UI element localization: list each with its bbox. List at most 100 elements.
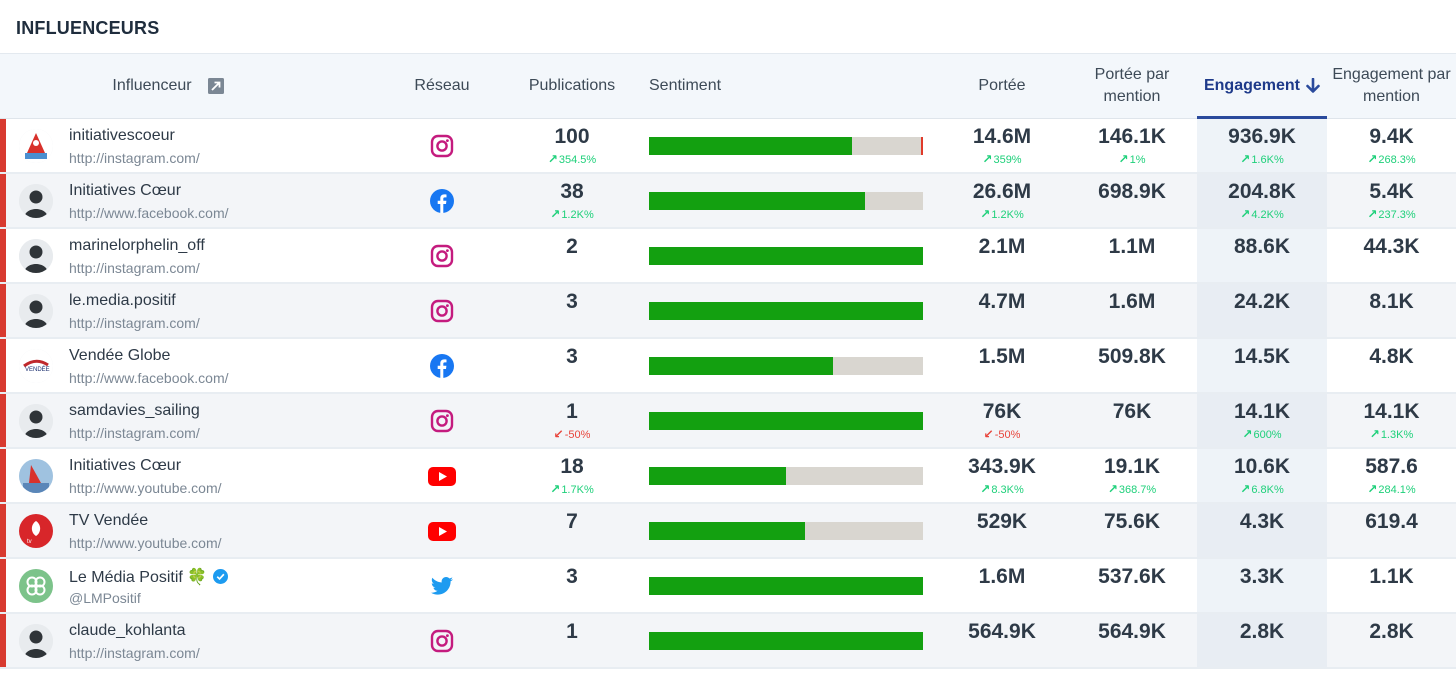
table-row[interactable]: Initiatives Cœur http://www.youtube.com/1… bbox=[0, 449, 1456, 504]
influencer-name-text: Initiatives Cœur bbox=[69, 182, 182, 199]
col-header-publications[interactable]: Publications bbox=[528, 77, 616, 94]
instagram-icon[interactable] bbox=[430, 244, 454, 268]
delta-text: 1.2K% bbox=[991, 209, 1024, 221]
influencer-name[interactable]: TV Vendée bbox=[69, 512, 148, 530]
engagement-column-highlight bbox=[1197, 284, 1327, 337]
publications-value: 3 bbox=[566, 345, 578, 368]
influencer-name[interactable]: Initiatives Cœur bbox=[69, 457, 181, 475]
publications-value: 7 bbox=[566, 510, 578, 533]
avatar[interactable] bbox=[19, 129, 53, 163]
reach-value: 76K bbox=[982, 400, 1022, 423]
table-row[interactable]: claude_kohlanta http://instagram.com/1 564… bbox=[0, 614, 1456, 669]
col-header-engagement-per-mention[interactable]: Engagement par mention bbox=[1327, 54, 1456, 118]
engagement-value: 3.3K bbox=[1239, 565, 1285, 588]
sentiment-positive-fill bbox=[649, 357, 833, 375]
sentiment-bar[interactable] bbox=[649, 357, 923, 375]
delta-text: 359% bbox=[993, 154, 1022, 166]
table-row[interactable]: Initiatives Cœur http://www.facebook.com/… bbox=[0, 174, 1456, 229]
avatar[interactable] bbox=[19, 459, 53, 493]
influencer-url[interactable]: http://instagram.com/ bbox=[69, 150, 200, 166]
sentiment-bar[interactable] bbox=[649, 302, 923, 320]
trend-up-arrow-icon: ↗ bbox=[1240, 152, 1251, 166]
table-row[interactable]: le.media.positif http://instagram.com/3 4.… bbox=[0, 284, 1456, 339]
influencer-name[interactable]: le.media.positif bbox=[69, 292, 176, 310]
sentiment-bar[interactable] bbox=[649, 577, 923, 595]
reach-per-mention-value: 698.9K bbox=[1098, 180, 1166, 203]
influencer-name[interactable]: Initiatives Cœur bbox=[69, 182, 181, 200]
sentiment-bar[interactable] bbox=[649, 137, 923, 155]
instagram-icon[interactable] bbox=[430, 299, 454, 323]
avatar[interactable] bbox=[19, 624, 53, 658]
table-row[interactable]: tv TV Vendée http://www.youtube.com/7 529K 7… bbox=[0, 504, 1456, 559]
twitter-icon[interactable] bbox=[430, 574, 454, 598]
engagement-delta: ↗6.8K% bbox=[1197, 482, 1327, 496]
avatar[interactable] bbox=[19, 294, 53, 328]
instagram-icon[interactable] bbox=[430, 134, 454, 158]
influencer-url[interactable]: http://instagram.com/ bbox=[69, 425, 200, 441]
influencer-url[interactable]: http://instagram.com/ bbox=[69, 315, 200, 331]
trend-up-arrow-icon: ↗ bbox=[1367, 482, 1378, 496]
avatar[interactable] bbox=[19, 184, 53, 218]
avatar[interactable] bbox=[19, 404, 53, 438]
publications-value: 1 bbox=[566, 620, 578, 643]
sentiment-bar[interactable] bbox=[649, 467, 923, 485]
col-header-engagement[interactable]: Engagement bbox=[1197, 54, 1327, 119]
row-marker bbox=[0, 394, 6, 447]
influencer-name-text: samdavies_sailing bbox=[69, 402, 200, 419]
table-row[interactable]: marinelorphelin_off http://instagram.com/… bbox=[0, 229, 1456, 284]
table-row[interactable]: VENDÉE Vendée Globe http://www.facebook.co… bbox=[0, 339, 1456, 394]
table-row[interactable]: initiativescoeur http://instagram.com/100… bbox=[0, 119, 1456, 174]
avatar[interactable]: VENDÉE bbox=[19, 349, 53, 383]
influencer-url[interactable]: http://www.facebook.com/ bbox=[69, 370, 229, 386]
reach-per-mention-value: 1.6M bbox=[1108, 290, 1156, 313]
external-link-icon[interactable] bbox=[207, 78, 224, 94]
influencer-name-text: claude_kohlanta bbox=[69, 622, 186, 639]
reach-per-mention-value: 146.1K bbox=[1098, 125, 1166, 148]
sentiment-bar[interactable] bbox=[649, 247, 923, 265]
facebook-icon[interactable] bbox=[430, 354, 454, 378]
sentiment-bar[interactable] bbox=[649, 632, 923, 650]
avatar[interactable] bbox=[19, 569, 53, 603]
col-header-reach-per-mention[interactable]: Portée par mention bbox=[1067, 54, 1197, 118]
influencer-url[interactable]: http://instagram.com/ bbox=[69, 260, 200, 276]
facebook-icon[interactable] bbox=[430, 189, 454, 213]
youtube-icon[interactable] bbox=[428, 464, 456, 488]
delta-text: 4.2K% bbox=[1251, 209, 1284, 221]
influencer-name[interactable]: marinelorphelin_off bbox=[69, 237, 205, 255]
engagement-per-mention-value: 44.3K bbox=[1363, 235, 1420, 258]
influencer-name[interactable]: initiativescoeur bbox=[69, 127, 175, 145]
sentiment-bar[interactable] bbox=[649, 522, 923, 540]
engagement-value: 14.1K bbox=[1233, 400, 1291, 423]
col-header-reach-per-mention-line1: Portée par bbox=[1094, 66, 1170, 83]
col-header-sentiment[interactable]: Sentiment bbox=[649, 77, 722, 94]
trend-up-arrow-icon: ↗ bbox=[550, 482, 561, 496]
instagram-icon[interactable] bbox=[430, 409, 454, 433]
publications-value: 3 bbox=[566, 290, 578, 313]
sentiment-bar[interactable] bbox=[649, 412, 923, 430]
col-header-network[interactable]: Réseau bbox=[414, 77, 470, 94]
reach-per-mention-delta: ↗1% bbox=[1067, 152, 1197, 166]
influencer-name[interactable]: Vendée Globe bbox=[69, 347, 170, 365]
influencer-url[interactable]: http://www.youtube.com/ bbox=[69, 535, 222, 551]
col-header-influencer[interactable]: Influenceur bbox=[0, 54, 336, 118]
table-row[interactable]: samdavies_sailing http://instagram.com/1 ↙… bbox=[0, 394, 1456, 449]
influencer-url[interactable]: http://instagram.com/ bbox=[69, 645, 200, 661]
youtube-icon[interactable] bbox=[428, 519, 456, 543]
sentiment-bar[interactable] bbox=[649, 192, 923, 210]
table-row[interactable]: Le Média Positif 🍀 @LMPositif 3 1.6M 537.6K 3… bbox=[0, 559, 1456, 614]
instagram-icon[interactable] bbox=[430, 629, 454, 653]
influencer-url[interactable]: http://www.facebook.com/ bbox=[69, 205, 229, 221]
influencer-name[interactable]: claude_kohlanta bbox=[69, 622, 186, 640]
publications-value: 3 bbox=[566, 565, 578, 588]
delta-text: 1% bbox=[1129, 154, 1146, 166]
avatar[interactable] bbox=[19, 239, 53, 273]
trend-up-arrow-icon: ↗ bbox=[982, 152, 993, 166]
col-header-reach[interactable]: Portée bbox=[978, 77, 1026, 94]
sentiment-positive-fill bbox=[649, 137, 852, 155]
influencer-url[interactable]: http://www.youtube.com/ bbox=[69, 480, 222, 496]
influencer-name[interactable]: samdavies_sailing bbox=[69, 402, 200, 420]
avatar[interactable]: tv bbox=[19, 514, 53, 548]
influencer-name[interactable]: Le Média Positif 🍀 bbox=[69, 567, 229, 589]
engagement-per-mention-value: 5.4K bbox=[1369, 180, 1414, 203]
influencer-url[interactable]: @LMPositif bbox=[69, 590, 141, 606]
